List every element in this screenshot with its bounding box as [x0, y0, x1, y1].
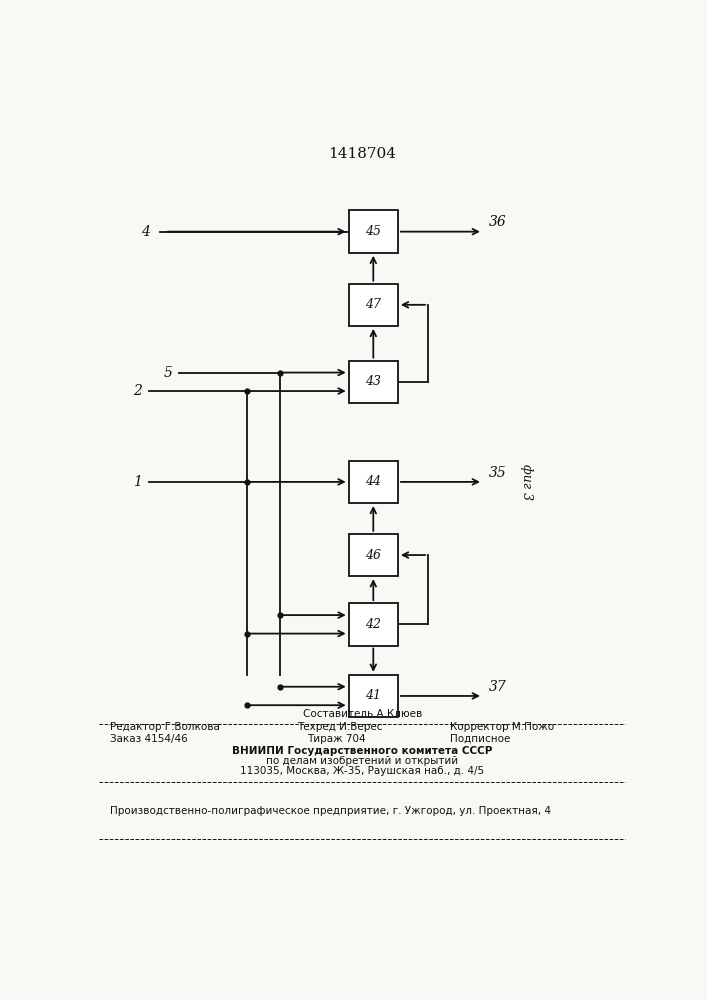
Text: 37: 37	[489, 680, 506, 694]
Text: Подписное: Подписное	[450, 734, 510, 744]
Text: Корректор М.Пожо: Корректор М.Пожо	[450, 722, 554, 732]
Text: Редактор Г.Волкова: Редактор Г.Волкова	[110, 722, 220, 732]
Text: 35: 35	[489, 466, 506, 480]
Text: 4: 4	[141, 225, 151, 239]
Bar	[349, 461, 398, 503]
Text: 2: 2	[133, 384, 142, 398]
Text: Заказ 4154/46: Заказ 4154/46	[110, 734, 188, 744]
Bar	[349, 603, 398, 646]
Text: Производственно-полиграфическое предприятие, г. Ужгород, ул. Проектная, 4: Производственно-полиграфическое предприя…	[110, 806, 551, 816]
Text: Тираж 704: Тираж 704	[308, 734, 366, 744]
Text: фиг 3: фиг 3	[520, 464, 533, 500]
Text: 113035, Москва, Ж-35, Раушская наб., д. 4/5: 113035, Москва, Ж-35, Раушская наб., д. …	[240, 766, 484, 776]
Text: 47: 47	[366, 298, 381, 311]
Text: 46: 46	[366, 549, 381, 562]
Text: 36: 36	[489, 215, 506, 229]
Text: 45: 45	[366, 225, 381, 238]
Bar	[349, 284, 398, 326]
Text: 43: 43	[366, 375, 381, 388]
Text: 44: 44	[366, 475, 381, 488]
Bar	[349, 534, 398, 576]
Bar	[349, 361, 398, 403]
Text: ВНИИПИ Государственного комитета СССР: ВНИИПИ Государственного комитета СССР	[232, 746, 493, 756]
Text: 41: 41	[366, 689, 381, 702]
Text: 1418704: 1418704	[328, 147, 397, 161]
Bar	[349, 210, 398, 253]
Bar	[349, 675, 398, 717]
Text: по делам изобретений и открытий: по делам изобретений и открытий	[267, 756, 458, 766]
Text: Составитель А.Клюев: Составитель А.Клюев	[303, 709, 422, 719]
Text: Техред И.Верес: Техред И.Верес	[297, 722, 382, 732]
Text: 42: 42	[366, 618, 381, 631]
Text: 1: 1	[133, 475, 142, 489]
Text: 5: 5	[163, 366, 173, 380]
